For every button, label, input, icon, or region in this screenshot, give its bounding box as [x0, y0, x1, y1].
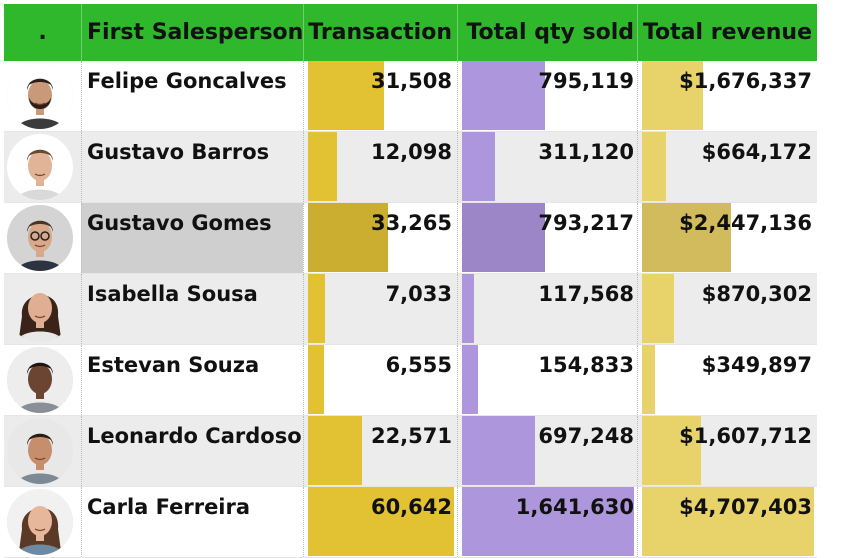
transaction-cell[interactable]: 12,098 [303, 132, 457, 202]
revenue-cell[interactable]: $349,897 [637, 345, 817, 415]
salesperson-table: . First Salesperson Transaction Total qt… [4, 4, 817, 558]
avatar-cell [4, 132, 81, 202]
revenue-cell[interactable]: $664,172 [637, 132, 817, 202]
transaction-data-bar [308, 132, 337, 201]
man-glasses-avatar-icon [7, 205, 73, 271]
header-transaction[interactable]: Transaction [303, 4, 457, 61]
transaction-cell[interactable]: 22,571 [303, 416, 457, 486]
revenue-value: $349,897 [701, 353, 812, 377]
transaction-data-bar [308, 274, 325, 343]
revenue-value: $870,302 [701, 282, 812, 306]
header-first-salesperson[interactable]: First Salesperson [81, 4, 303, 61]
transaction-cell[interactable]: 33,265 [303, 203, 457, 273]
qty-cell[interactable]: 795,119 [457, 61, 637, 131]
avatar-cell [4, 345, 81, 415]
qty-cell[interactable]: 117,568 [457, 274, 637, 344]
salesperson-name[interactable]: Isabella Sousa [81, 274, 303, 344]
qty-cell[interactable]: 793,217 [457, 203, 637, 273]
avatar-cell [4, 487, 81, 557]
qty-data-bar [462, 416, 535, 485]
header-total-revenue[interactable]: Total revenue [637, 4, 817, 61]
header-image-column[interactable]: . [38, 20, 47, 45]
salesperson-name[interactable]: Gustavo Barros [81, 132, 303, 202]
transaction-data-bar [308, 345, 324, 414]
revenue-data-bar [642, 345, 655, 414]
transaction-cell[interactable]: 60,642 [303, 487, 457, 557]
transaction-value: 12,098 [370, 140, 452, 164]
revenue-cell[interactable]: $2,447,136 [637, 203, 817, 273]
qty-cell[interactable]: 311,120 [457, 132, 637, 202]
transaction-data-bar [308, 416, 362, 485]
transaction-cell[interactable]: 6,555 [303, 345, 457, 415]
qty-value: 117,568 [538, 282, 634, 306]
revenue-cell[interactable]: $1,607,712 [637, 416, 817, 486]
qty-value: 311,120 [538, 140, 634, 164]
transaction-cell[interactable]: 31,508 [303, 61, 457, 131]
qty-cell[interactable]: 697,248 [457, 416, 637, 486]
table-row[interactable]: Felipe Goncalves 31,508 795,119 $1,676,337 [4, 61, 817, 132]
table-body: Felipe Goncalves 31,508 795,119 $1,676,337 G… [4, 61, 817, 558]
qty-value: 697,248 [538, 424, 634, 448]
revenue-cell[interactable]: $1,676,337 [637, 61, 817, 131]
man-short-hair-avatar-icon [7, 347, 73, 413]
qty-cell[interactable]: 1,641,630 [457, 487, 637, 557]
revenue-value: $4,707,403 [679, 495, 812, 519]
woman-dark-hair-avatar-icon [7, 276, 73, 342]
revenue-data-bar [642, 274, 674, 343]
qty-value: 154,833 [538, 353, 634, 377]
avatar-cell [4, 203, 81, 273]
transaction-value: 22,571 [370, 424, 452, 448]
qty-data-bar [462, 274, 474, 343]
avatar-cell [4, 61, 81, 131]
transaction-data-bar [308, 61, 384, 130]
qty-value: 1,641,630 [515, 495, 634, 519]
revenue-data-bar [642, 416, 701, 485]
table-row[interactable]: Isabella Sousa 7,033 117,568 $870,302 [4, 274, 817, 345]
qty-value: 795,119 [538, 69, 634, 93]
table-row[interactable]: Gustavo Barros 12,098 311,120 $664,172 [4, 132, 817, 203]
man-smiling-avatar-icon [7, 134, 73, 200]
salesperson-name[interactable]: Estevan Souza [81, 345, 303, 415]
revenue-value: $1,676,337 [679, 69, 812, 93]
qty-cell[interactable]: 154,833 [457, 345, 637, 415]
revenue-data-bar [642, 203, 731, 272]
salesperson-name[interactable]: Felipe Goncalves [81, 61, 303, 131]
transaction-value: 31,508 [370, 69, 452, 93]
revenue-value: $1,607,712 [679, 424, 812, 448]
salesperson-name[interactable]: Leonardo Cardoso [81, 416, 303, 486]
qty-data-bar [462, 61, 545, 130]
woman-long-hair-avatar-icon [7, 489, 73, 555]
qty-data-bar [462, 345, 478, 414]
revenue-value: $2,447,136 [679, 211, 812, 235]
avatar-cell [4, 416, 81, 486]
avatar-cell [4, 274, 81, 344]
table-row[interactable]: Carla Ferreira 60,642 1,641,630 $4,707,403 [4, 487, 817, 558]
salesperson-name[interactable]: Gustavo Gomes [81, 203, 303, 273]
revenue-data-bar [642, 132, 666, 201]
qty-value: 793,217 [538, 211, 634, 235]
transaction-data-bar [308, 203, 388, 272]
table-row[interactable]: Gustavo Gomes 33,265 793,217 $2,447,136 [4, 203, 817, 274]
revenue-value: $664,172 [701, 140, 812, 164]
man-goatee-avatar-icon [7, 418, 73, 484]
qty-data-bar [462, 132, 495, 201]
revenue-data-bar [642, 61, 703, 130]
revenue-cell[interactable]: $870,302 [637, 274, 817, 344]
table-row[interactable]: Leonardo Cardoso 22,571 697,248 $1,607,712 [4, 416, 817, 487]
man-beard-avatar-icon [7, 63, 73, 129]
transaction-value: 33,265 [370, 211, 452, 235]
table-header: . First Salesperson Transaction Total qt… [4, 4, 817, 61]
transaction-value: 60,642 [370, 495, 452, 519]
transaction-cell[interactable]: 7,033 [303, 274, 457, 344]
transaction-value: 6,555 [385, 353, 452, 377]
salesperson-name[interactable]: Carla Ferreira [81, 487, 303, 557]
header-total-qty-sold[interactable]: Total qty sold [457, 4, 637, 61]
qty-data-bar [462, 203, 545, 272]
revenue-cell[interactable]: $4,707,403 [637, 487, 817, 557]
table-row[interactable]: Estevan Souza 6,555 154,833 $349,897 [4, 345, 817, 416]
transaction-value: 7,033 [385, 282, 452, 306]
